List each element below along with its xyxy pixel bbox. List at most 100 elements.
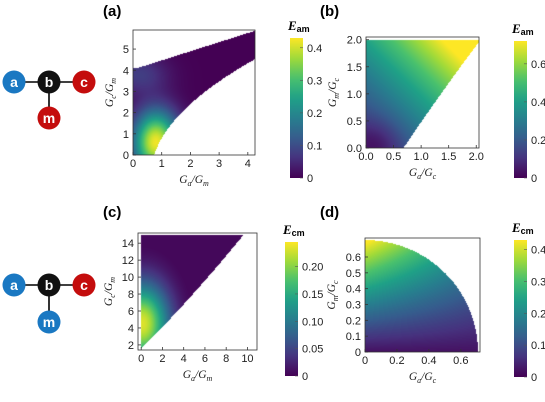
colorbar-tick-label: 0.15 bbox=[302, 289, 323, 301]
x-tick-label: 3 bbox=[216, 158, 222, 170]
y-axis-label: Gc/Gm bbox=[103, 277, 117, 306]
heatmap-region bbox=[365, 238, 480, 352]
colorbar-tick-label: 0.10 bbox=[302, 316, 323, 328]
node-c-circle bbox=[72, 70, 96, 94]
colorbar-tick-label: 0 bbox=[531, 173, 537, 185]
y-tick-label: 2 bbox=[128, 340, 134, 352]
node-m-label: m bbox=[43, 314, 55, 330]
colorbar-tick-label: 0.05 bbox=[302, 344, 323, 356]
y-tick-label: 2 bbox=[123, 108, 129, 120]
x-tick-label: 8 bbox=[223, 353, 229, 365]
node-a-label: a bbox=[10, 277, 18, 293]
node-b-circle bbox=[37, 70, 61, 94]
y-tick-label: 3 bbox=[123, 86, 129, 98]
colorbar-tick-label: 0.6 bbox=[531, 59, 545, 71]
y-axis-label: Gm/Gc bbox=[326, 280, 340, 310]
node-b-label: b bbox=[45, 277, 54, 293]
colorbar-tick-label: 0.4 bbox=[307, 43, 322, 55]
node-m: m bbox=[37, 310, 61, 334]
colorbar-title: Ecm bbox=[282, 222, 305, 238]
node-m: m bbox=[37, 106, 61, 130]
x-tick-label: 2 bbox=[187, 158, 193, 170]
x-tick-label: 0.5 bbox=[386, 151, 401, 163]
y-tick-label: 10 bbox=[122, 272, 134, 284]
y-tick-label: 4 bbox=[123, 65, 129, 77]
y-tick-label: 4 bbox=[128, 323, 134, 335]
colorbar-tick-label: 0.3 bbox=[531, 276, 545, 288]
heatmap-region bbox=[133, 30, 255, 155]
panel-label: (b) bbox=[320, 3, 339, 20]
y-tick-label: 0.1 bbox=[346, 331, 361, 343]
y-axis-label: Gm/Gc bbox=[327, 77, 341, 107]
colorbar-tick-label: 0.4 bbox=[531, 245, 545, 257]
node-b-label: b bbox=[45, 74, 54, 90]
panel-c: 0 2 4 6 8 102468101214Ga/GmGc/Gm(c)00.050.100… bbox=[103, 204, 323, 383]
y-tick-label: 0.3 bbox=[346, 300, 361, 312]
x-tick-label: 0 bbox=[138, 353, 144, 365]
x-axis-label: Ga/Gm bbox=[179, 174, 209, 188]
node-c-label: c bbox=[80, 74, 88, 90]
plot-frame bbox=[137, 232, 258, 351]
colorbar-tick-label: 0.4 bbox=[531, 97, 545, 109]
x-tick-label: 4 bbox=[181, 353, 187, 365]
y-tick-label: 14 bbox=[122, 238, 134, 250]
node-c-label: c bbox=[80, 277, 88, 293]
x-tick-label: 1.5 bbox=[441, 151, 456, 163]
node-c: c bbox=[72, 273, 96, 297]
x-tick-label: 0.4 bbox=[421, 355, 436, 367]
x-tick-label: 1 bbox=[159, 158, 165, 170]
x-axis-label: Ga/Gc bbox=[409, 371, 437, 385]
y-tick-label: 1.5 bbox=[347, 62, 362, 74]
node-a-label: a bbox=[10, 74, 18, 90]
colorbar-title: Eam bbox=[511, 21, 534, 37]
x-tick-label: 2.0 bbox=[469, 151, 484, 163]
panel-b: 0.0 0.5 1.0 1.5 2.0 0.0 0.5 1.0 1.5 2.0 Ga/Gc Gm/Gc… bbox=[320, 3, 545, 185]
node-a-circle bbox=[2, 273, 26, 297]
panel-label: (c) bbox=[103, 204, 121, 221]
colorbar-tick-label: 0.2 bbox=[531, 308, 545, 320]
plot-frame bbox=[364, 237, 481, 353]
y-tick-label: 0.2 bbox=[346, 315, 361, 327]
y-tick-label: 1.0 bbox=[347, 89, 362, 101]
x-tick-label: 0.6 bbox=[453, 355, 468, 367]
node-b: b bbox=[37, 273, 61, 297]
x-tick-label: 4 bbox=[245, 158, 251, 170]
y-tick-label: 5 bbox=[123, 44, 129, 56]
colorbar-title: Ecm bbox=[511, 220, 534, 236]
y-tick-label: 0.5 bbox=[347, 116, 362, 128]
colorbar-tick-label: 0.2 bbox=[307, 108, 322, 120]
node-c-circle bbox=[72, 273, 96, 297]
colorbar-tick-label: 0.1 bbox=[531, 340, 545, 352]
x-tick-label: 2 bbox=[159, 353, 165, 365]
colorbar-tick-label: 0.20 bbox=[302, 262, 323, 274]
node-a: a bbox=[2, 70, 26, 94]
node-m-circle bbox=[37, 310, 61, 334]
colorbar-tick-label: 0 bbox=[531, 372, 537, 384]
panel-label: (a) bbox=[103, 3, 121, 20]
panel-a: 0 1 2 3 4 0 1 2 3 4 5 Ga/Gm Gc/Gm (a) 0 0.1 0.2 0.3 0.4 Eam bbox=[103, 3, 322, 188]
x-tick-label: 0.0 bbox=[358, 151, 373, 163]
x-tick-label: 6 bbox=[202, 353, 208, 365]
node-m-label: m bbox=[43, 110, 55, 126]
colorbar-title: Eam bbox=[287, 18, 310, 34]
x-tick-label: 0.2 bbox=[389, 355, 404, 367]
x-tick-label: 0 bbox=[362, 355, 368, 367]
colorbar bbox=[285, 242, 298, 376]
colorbar-tick-label: 0 bbox=[302, 371, 308, 383]
node-a-circle bbox=[2, 70, 26, 94]
node-b-circle bbox=[37, 273, 61, 297]
y-tick-label: 1 bbox=[123, 129, 129, 141]
node-m-circle bbox=[37, 106, 61, 130]
y-axis-label: Gc/Gm bbox=[104, 78, 118, 107]
y-tick-label: 2.0 bbox=[347, 35, 362, 47]
colorbar bbox=[514, 240, 527, 377]
colorbar-tick-label: 0.3 bbox=[307, 75, 322, 87]
heatmap-region bbox=[366, 37, 479, 148]
x-tick-label: 10 bbox=[241, 353, 253, 365]
panel-d: 0 0.2 0.4 0.600.10.20.30.40.50.6Ga/GcGm/Gc(… bbox=[320, 204, 545, 385]
y-tick-label: 6 bbox=[128, 306, 134, 318]
node-a: a bbox=[2, 273, 26, 297]
y-tick-label: 0.0 bbox=[347, 143, 362, 155]
colorbar-tick-label: 0.1 bbox=[307, 140, 322, 152]
colorbar bbox=[290, 38, 303, 178]
